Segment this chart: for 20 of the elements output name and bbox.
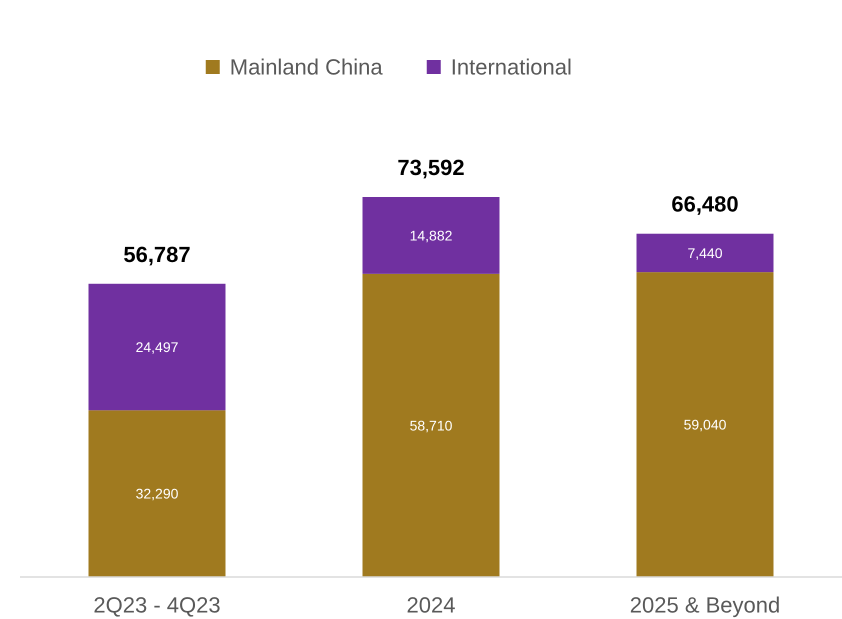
bar (88, 284, 226, 410)
legend-label: International (450, 54, 572, 80)
bar (636, 234, 774, 272)
data-label: 24,497 (136, 338, 179, 355)
data-label: 14,882 (410, 227, 453, 244)
data-label: 59,040 (684, 416, 727, 432)
total-label: 73,592 (397, 155, 465, 180)
bar (636, 272, 774, 577)
total-label: 66,480 (671, 192, 739, 217)
bar (362, 274, 500, 577)
bar (362, 197, 500, 274)
x-tick-label: 2Q23 - 4Q23 (93, 592, 221, 618)
legend-label: Mainland China (230, 54, 384, 80)
x-tick-label: 2025 & Beyond (630, 592, 780, 618)
bar (88, 410, 226, 577)
data-label: 58,710 (410, 417, 453, 434)
total-label: 56,787 (123, 242, 191, 267)
data-label: 32,290 (136, 486, 179, 502)
x-tick-label: 2024 (406, 592, 456, 618)
data-label: 7,440 (687, 244, 723, 261)
